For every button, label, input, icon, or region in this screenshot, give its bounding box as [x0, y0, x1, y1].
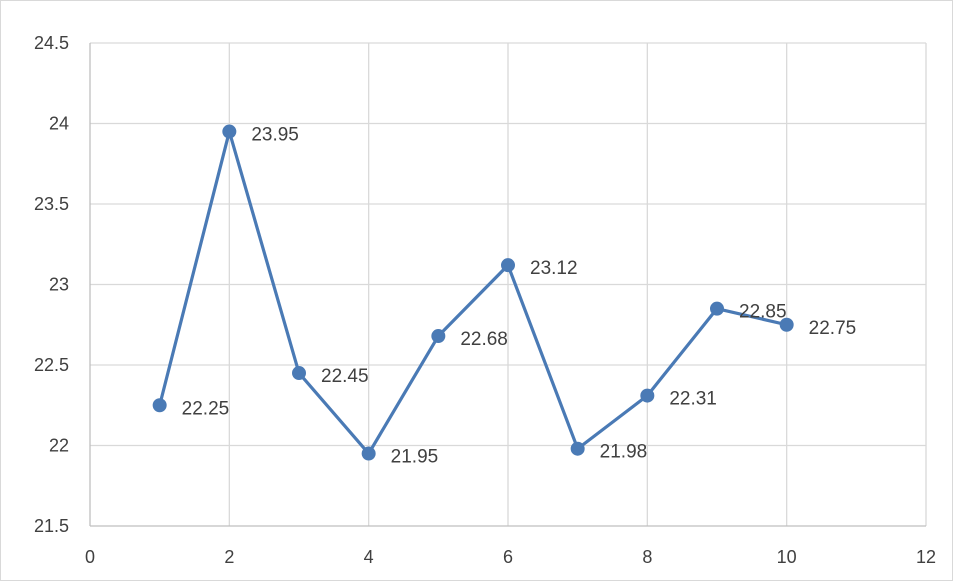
axes — [89, 43, 926, 527]
data-label: 22.85 — [739, 302, 787, 323]
y-tick-label: 22 — [49, 436, 69, 456]
data-labels: 22.25 23.95 22.45 21.95 22.68 23.12 21.98 22.31… — [182, 125, 857, 468]
data-point — [710, 301, 724, 316]
data-label: 21.95 — [391, 447, 439, 468]
data-point — [292, 366, 306, 381]
x-tick-label: 12 — [916, 547, 936, 567]
data-point — [570, 441, 585, 456]
data-label: 22.75 — [809, 318, 857, 339]
data-label: 22.31 — [669, 389, 717, 410]
x-tick-label: 10 — [777, 547, 797, 567]
series-line — [158, 129, 788, 456]
y-tick-label: 23 — [49, 275, 69, 295]
data-label: 22.25 — [182, 398, 230, 419]
data-point — [152, 398, 167, 413]
data-point — [431, 329, 446, 344]
data-point — [361, 446, 376, 461]
data-label: 22.45 — [321, 366, 369, 387]
data-label: 22.68 — [460, 329, 508, 350]
x-tick-label: 2 — [224, 547, 234, 567]
y-tick-label: 22.5 — [34, 355, 69, 375]
data-series — [152, 124, 794, 461]
data-label: 23.95 — [251, 125, 299, 146]
data-point — [222, 124, 237, 139]
y-tick-label: 24.5 — [34, 33, 69, 53]
data-point — [640, 388, 655, 403]
x-tick-label: 0 — [85, 547, 95, 567]
x-tick-label: 8 — [642, 547, 652, 567]
data-point — [779, 317, 794, 332]
y-tick-label: 21.5 — [34, 516, 69, 536]
data-point — [501, 258, 515, 273]
y-tick-label: 23.5 — [34, 194, 69, 214]
x-tick-label: 6 — [503, 547, 513, 567]
grid-lines — [90, 42, 927, 526]
x-tick-label: 4 — [364, 547, 374, 567]
data-label: 23.12 — [530, 258, 578, 279]
data-label: 21.98 — [600, 442, 648, 463]
y-tick-label: 24 — [49, 114, 69, 134]
